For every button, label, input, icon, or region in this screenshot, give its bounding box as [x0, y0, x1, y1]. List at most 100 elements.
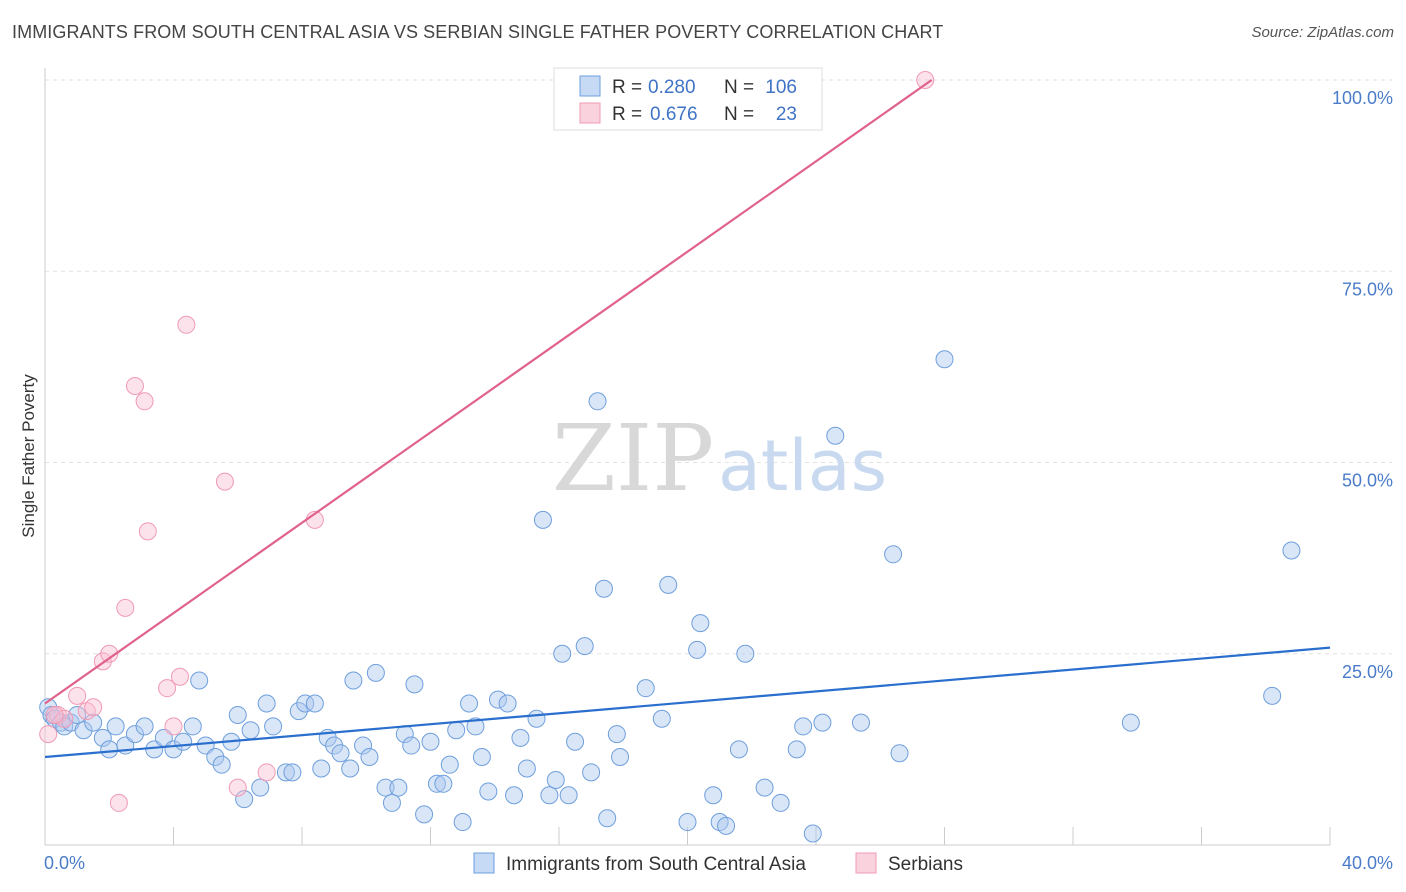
point-serbians	[68, 686, 87, 705]
point-south-central-asia	[1263, 686, 1282, 705]
point-south-central-asia	[1282, 541, 1301, 560]
y-tick-label-100: 100.0%	[1332, 88, 1393, 108]
series-legend-label-pink: Serbians	[888, 854, 963, 875]
legend-swatch-blue	[579, 75, 601, 97]
series-legend-swatch-blue	[473, 852, 495, 874]
point-serbians	[177, 315, 196, 334]
point-south-central-asia	[196, 736, 215, 755]
point-serbians	[45, 705, 64, 724]
point-south-central-asia	[794, 717, 813, 736]
point-south-central-asia	[296, 694, 315, 713]
point-south-central-asia	[93, 728, 112, 747]
legend-n-label-pink: N =	[724, 104, 754, 125]
legend-r-value-blue: 0.280	[648, 77, 696, 98]
point-south-central-asia	[183, 717, 202, 736]
point-south-central-asia	[415, 805, 434, 824]
legend-r-label-pink: R =	[612, 104, 642, 125]
point-serbians	[164, 717, 183, 736]
point-south-central-asia	[376, 778, 395, 797]
point-serbians	[135, 392, 154, 411]
point-south-central-asia	[331, 744, 350, 763]
point-south-central-asia	[283, 763, 302, 782]
point-south-central-asia	[598, 809, 617, 828]
point-serbians	[215, 472, 234, 491]
x-tick-label-min: 0.0%	[44, 853, 85, 873]
point-south-central-asia	[453, 813, 472, 832]
point-serbians	[916, 71, 935, 89]
point-south-central-asia	[803, 824, 822, 843]
point-serbians	[125, 377, 144, 395]
watermark-zip: ZIP	[552, 405, 714, 512]
point-south-central-asia	[235, 790, 254, 809]
point-south-central-asia	[305, 694, 324, 713]
point-serbians	[55, 709, 74, 728]
watermark-atlas: atlas	[718, 425, 887, 507]
point-south-central-asia	[546, 770, 565, 789]
point-south-central-asia	[575, 637, 594, 656]
point-south-central-asia	[851, 713, 870, 732]
series-legend-swatch-pink	[855, 852, 877, 874]
point-south-central-asia	[264, 717, 283, 736]
point-south-central-asia	[206, 748, 225, 767]
point-south-central-asia	[527, 709, 546, 728]
point-south-central-asia	[704, 786, 723, 805]
point-south-central-asia	[755, 778, 774, 797]
point-south-central-asia	[440, 755, 459, 774]
point-south-central-asia	[826, 426, 845, 445]
point-south-central-asia	[212, 755, 231, 774]
point-south-central-asia	[382, 793, 401, 812]
point-south-central-asia	[341, 759, 360, 778]
legend-r-value-pink: 0.676	[650, 104, 698, 125]
point-south-central-asia	[1121, 713, 1140, 732]
legend-r-label-blue: R =	[612, 77, 642, 98]
point-serbians	[109, 793, 128, 812]
point-south-central-asia	[125, 725, 144, 744]
trend-line-serbians	[44, 79, 933, 705]
point-south-central-asia	[447, 721, 466, 740]
legend-n-value-pink: 23	[776, 104, 797, 125]
y-axis-label: Single Father Poverty	[19, 374, 38, 538]
source-label: Source: ZipAtlas.com	[1251, 24, 1394, 41]
point-south-central-asia	[652, 709, 671, 728]
point-serbians	[39, 725, 58, 744]
point-south-central-asia	[466, 717, 485, 736]
point-south-central-asia	[533, 510, 552, 529]
series-blue-points	[39, 350, 1301, 843]
point-south-central-asia	[74, 721, 93, 740]
point-south-central-asia	[607, 725, 626, 744]
point-south-central-asia	[402, 736, 421, 755]
point-south-central-asia	[884, 545, 903, 564]
chart-title: IMMIGRANTS FROM SOUTH CENTRAL ASIA VS SE…	[12, 22, 944, 42]
point-south-central-asia	[289, 702, 308, 721]
series-legend-label-blue: Immigrants from South Central Asia	[506, 854, 806, 875]
point-south-central-asia	[787, 740, 806, 759]
point-serbians	[138, 522, 157, 541]
y-tick-label-25: 25.0%	[1342, 662, 1393, 682]
point-south-central-asia	[771, 793, 790, 812]
point-south-central-asia	[174, 732, 193, 751]
legend-n-value-blue: 106	[765, 77, 797, 98]
point-south-central-asia	[106, 717, 125, 736]
point-south-central-asia	[325, 736, 344, 755]
point-serbians	[84, 698, 103, 717]
point-south-central-asia	[479, 782, 498, 801]
point-south-central-asia	[241, 721, 260, 740]
point-south-central-asia	[659, 575, 678, 594]
point-south-central-asia	[717, 816, 736, 835]
point-south-central-asia	[498, 694, 517, 713]
point-south-central-asia	[505, 786, 524, 805]
point-south-central-asia	[360, 748, 379, 767]
point-south-central-asia	[517, 759, 536, 778]
point-south-central-asia	[135, 717, 154, 736]
y-tick-label-50: 50.0%	[1342, 471, 1393, 491]
point-south-central-asia	[366, 663, 385, 682]
point-south-central-asia	[935, 350, 954, 369]
legend-n-label-blue: N =	[724, 77, 754, 98]
point-south-central-asia	[636, 679, 655, 698]
point-south-central-asia	[736, 644, 755, 663]
point-serbians	[170, 667, 189, 686]
point-south-central-asia	[434, 774, 453, 793]
point-south-central-asia	[84, 713, 103, 732]
point-south-central-asia	[257, 694, 276, 713]
point-south-central-asia	[488, 690, 507, 709]
